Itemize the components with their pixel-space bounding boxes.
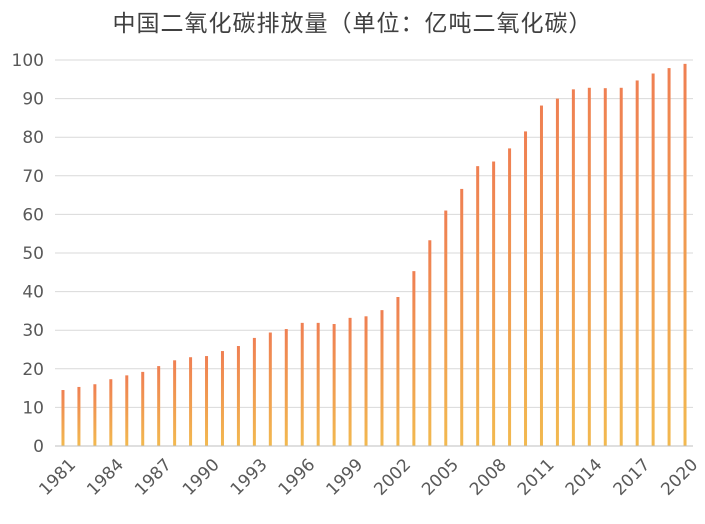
bar-1998 bbox=[332, 324, 336, 446]
bar-2018 bbox=[651, 73, 655, 446]
bar-2010 bbox=[524, 131, 528, 446]
x-tick-label: 2014 bbox=[562, 455, 607, 500]
bar-2000 bbox=[364, 316, 368, 446]
chart-title: 中国二氧化碳排放量（单位：亿吨二氧化碳） bbox=[112, 11, 593, 37]
bar-1985 bbox=[125, 375, 129, 446]
bar-1990 bbox=[205, 356, 209, 446]
bar-2007 bbox=[476, 166, 480, 446]
x-tick-label: 2011 bbox=[514, 455, 559, 500]
y-tick-label: 70 bbox=[22, 167, 44, 187]
x-tick-label: 1993 bbox=[227, 455, 272, 500]
bar-1987 bbox=[157, 366, 161, 446]
y-tick-label: 10 bbox=[22, 398, 44, 418]
y-tick-label: 50 bbox=[22, 244, 44, 264]
bar-2016 bbox=[619, 87, 623, 447]
y-tick-label: 100 bbox=[12, 51, 44, 71]
bar-2012 bbox=[555, 98, 559, 446]
bar-1988 bbox=[173, 360, 177, 446]
bar-2005 bbox=[444, 210, 448, 446]
x-tick-label: 2002 bbox=[370, 455, 415, 500]
bar-2011 bbox=[539, 105, 543, 446]
y-tick-label: 60 bbox=[22, 205, 44, 225]
y-tick-label: 40 bbox=[22, 283, 44, 303]
bar-1991 bbox=[220, 351, 224, 446]
y-tick-label: 0 bbox=[33, 437, 44, 457]
bars bbox=[61, 63, 687, 447]
bar-2008 bbox=[492, 161, 496, 446]
y-axis-ticks: 0 10 20 30 40 50 60 70 80 90 100 bbox=[12, 51, 44, 457]
bar-2015 bbox=[603, 88, 607, 446]
bar-1997 bbox=[316, 322, 320, 446]
bar-2002 bbox=[396, 297, 400, 446]
x-tick-label: 1987 bbox=[131, 455, 176, 500]
bar-1989 bbox=[189, 357, 193, 446]
y-tick-label: 90 bbox=[22, 90, 44, 110]
bar-2017 bbox=[635, 80, 639, 446]
x-tick-label: 1984 bbox=[83, 455, 128, 500]
y-tick-label: 80 bbox=[22, 128, 44, 148]
bar-1994 bbox=[268, 332, 272, 446]
x-tick-label: 2008 bbox=[466, 455, 511, 500]
bar-2006 bbox=[460, 188, 464, 446]
x-tick-label: 1999 bbox=[322, 455, 367, 500]
bar-2020 bbox=[683, 63, 687, 447]
bar-1999 bbox=[348, 317, 352, 446]
bar-1996 bbox=[300, 322, 304, 446]
bar-1995 bbox=[284, 329, 288, 446]
bar-1984 bbox=[109, 379, 113, 446]
bar-1986 bbox=[141, 371, 145, 446]
x-tick-label: 2020 bbox=[657, 455, 702, 500]
x-tick-label: 1990 bbox=[179, 455, 224, 500]
bar-2014 bbox=[587, 87, 591, 447]
bar-1992 bbox=[236, 346, 240, 446]
x-axis-ticks: 1981 1984 1987 1990 1993 1996 1999 2002 2005 2008… bbox=[35, 455, 702, 500]
bar-2001 bbox=[380, 310, 384, 446]
x-tick-label: 1996 bbox=[275, 455, 320, 500]
bar-2019 bbox=[667, 68, 671, 446]
x-tick-label: 1981 bbox=[35, 455, 80, 500]
bar-2003 bbox=[412, 271, 416, 446]
gridlines bbox=[55, 59, 693, 408]
bar-1981 bbox=[61, 390, 65, 446]
x-tick-label: 2005 bbox=[418, 455, 463, 500]
bar-2004 bbox=[428, 240, 432, 446]
bar-1983 bbox=[93, 384, 97, 446]
y-tick-label: 20 bbox=[22, 360, 44, 380]
bar-1982 bbox=[77, 386, 81, 446]
bar-1993 bbox=[252, 337, 256, 446]
y-tick-label: 30 bbox=[22, 321, 44, 341]
bar-2009 bbox=[508, 148, 512, 447]
bar-2013 bbox=[571, 89, 575, 446]
x-tick-label: 2017 bbox=[610, 455, 655, 500]
